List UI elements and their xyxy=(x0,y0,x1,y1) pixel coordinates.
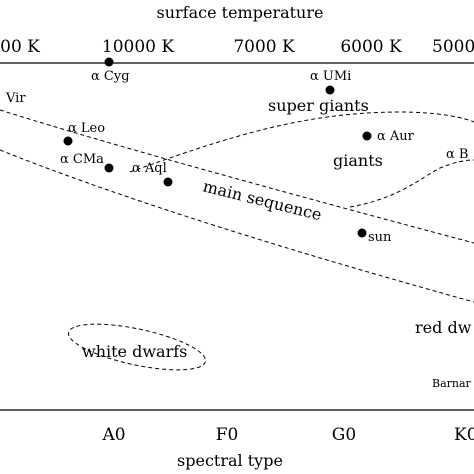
star-dot-alpha-aql xyxy=(163,177,173,187)
star-dot-alpha-cyg xyxy=(104,57,114,67)
temp-tick-label: 5000 xyxy=(432,37,474,57)
star-dot-alpha-cma xyxy=(104,163,114,173)
region-label-white-dwarfs: white dwarfs xyxy=(82,342,187,361)
temp-tick-label: 00 K xyxy=(0,37,40,57)
star-dot-sun xyxy=(357,228,367,238)
temp-tick-label: 7000 K xyxy=(233,37,295,57)
main-sequence-upper-boundary xyxy=(0,109,474,244)
spectral-tick-label: A0 xyxy=(101,425,125,445)
region-label-giants: giants xyxy=(333,151,383,170)
star-label-alpha-umi: α UMi xyxy=(310,69,351,84)
star-dot-alpha-leo xyxy=(63,136,73,146)
star-label-alpha-cma: α CMa xyxy=(60,152,104,167)
spectral-tick-label: F0 xyxy=(216,425,239,445)
star-dot-alpha-umi xyxy=(325,85,335,95)
top-axis-label: surface temperature xyxy=(157,3,324,22)
star-label-alpha-cyg: α Cyg xyxy=(91,69,130,84)
edge-label-vir: Vir xyxy=(5,91,26,106)
star-label-alpha-boo: α B xyxy=(446,147,468,162)
star-label-alpha-aur: α Aur xyxy=(377,129,415,144)
star-label-alpha-leo: α Leo xyxy=(68,121,105,136)
region-label-super-giants: super giants xyxy=(268,96,369,115)
region-label-red-dwarfs: red dw xyxy=(415,318,472,337)
spectral-tick-label: G0 xyxy=(332,425,356,445)
region-label-main-sequence: main sequence xyxy=(201,176,324,224)
bottom-axis-label: spectral type xyxy=(177,451,283,470)
edge-label-barnard: Barnar xyxy=(432,377,472,390)
giants-upper-boundary xyxy=(129,111,474,173)
spectral-tick-label: K0 xyxy=(454,425,474,445)
temp-tick-label: 6000 K xyxy=(340,37,402,57)
star-dot-alpha-aur xyxy=(362,131,372,141)
white-dwarfs-boundary xyxy=(67,323,207,371)
temp-tick-label: 10000 K xyxy=(102,37,174,57)
star-label-alpha-aql: α Aql xyxy=(132,161,167,176)
star-label-sun: sun xyxy=(368,230,392,245)
main-sequence-lower-boundary xyxy=(0,149,474,303)
